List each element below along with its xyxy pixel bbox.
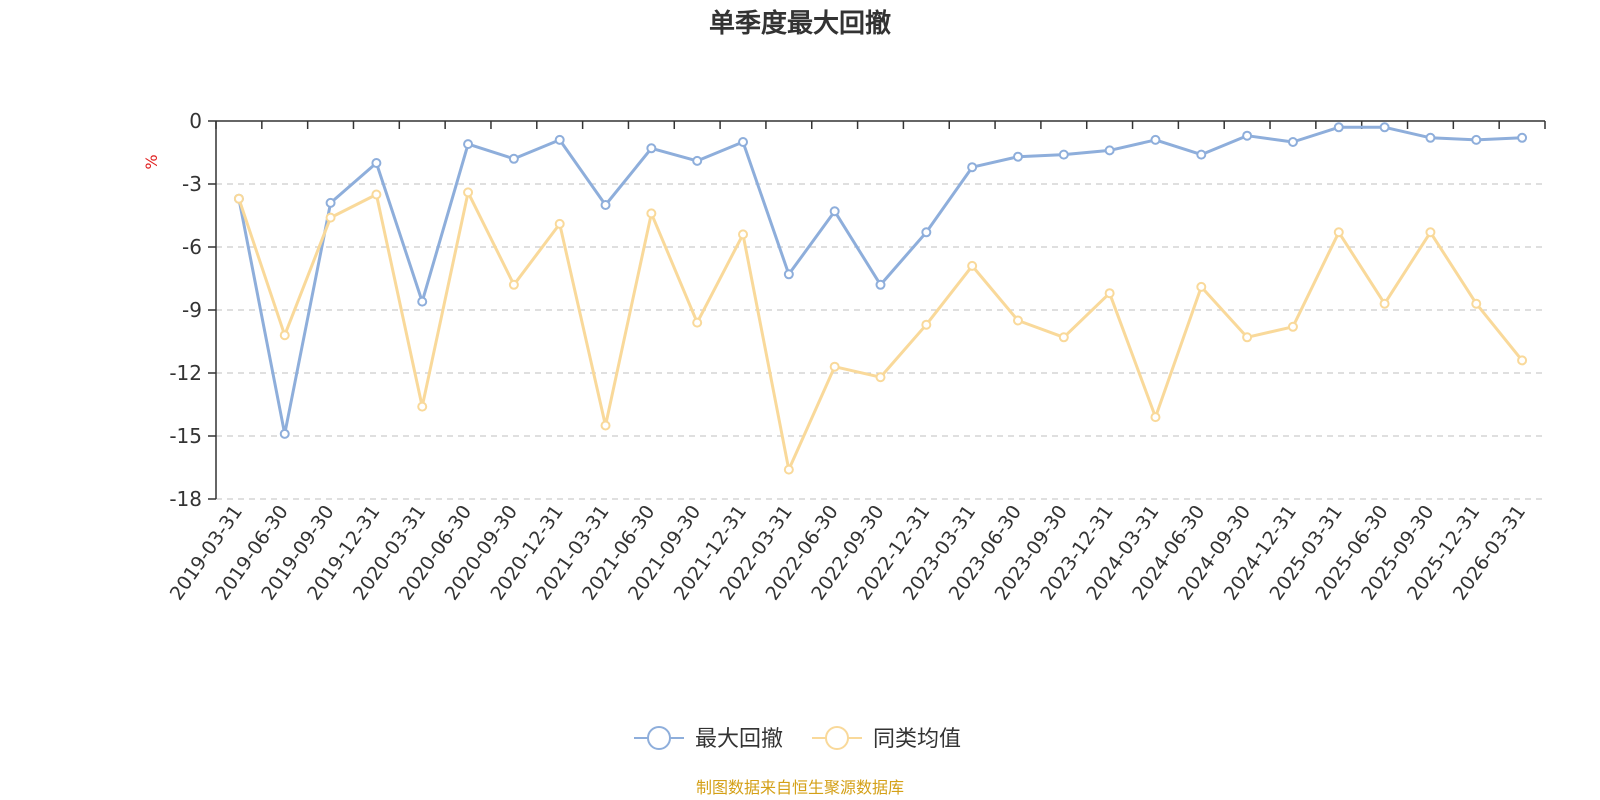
data-point[interactable] xyxy=(1425,227,1436,238)
data-point[interactable] xyxy=(1104,288,1115,299)
y-axis-unit-label: % xyxy=(142,154,161,169)
data-point[interactable] xyxy=(1471,298,1482,309)
x-tick-labels: 2019-03-312019-06-302019-09-302019-12-31… xyxy=(166,501,1531,604)
data-point[interactable] xyxy=(463,187,474,198)
data-point[interactable] xyxy=(1517,132,1528,143)
data-point[interactable] xyxy=(738,229,749,240)
data-point[interactable] xyxy=(875,372,886,383)
data-point[interactable] xyxy=(967,260,978,271)
data-point[interactable] xyxy=(646,143,657,154)
legend-marker xyxy=(825,726,849,750)
data-point[interactable] xyxy=(1058,332,1069,343)
y-tick-labels: 0 -3 -6 -9 -12 -15 -18 xyxy=(169,109,202,511)
data-point[interactable] xyxy=(1012,315,1023,326)
data-point[interactable] xyxy=(463,139,474,150)
y-tick-label: -18 xyxy=(169,487,202,511)
data-point[interactable] xyxy=(1104,145,1115,156)
data-point[interactable] xyxy=(1242,130,1253,141)
grid-lines xyxy=(216,183,1545,500)
data-point[interactable] xyxy=(325,212,336,223)
legend-label: 最大回撤 xyxy=(695,727,783,752)
data-point[interactable] xyxy=(1242,332,1253,343)
series-group xyxy=(233,187,1528,475)
data-point[interactable] xyxy=(1012,151,1023,162)
data-point[interactable] xyxy=(921,227,932,238)
data-point[interactable] xyxy=(1425,132,1436,143)
data-point[interactable] xyxy=(508,153,519,164)
data-point[interactable] xyxy=(279,330,290,341)
y-tick-label: -12 xyxy=(169,361,202,385)
data-point[interactable] xyxy=(692,317,703,328)
data-source-note: 制图数据来自恒生聚源数据库 xyxy=(696,778,904,797)
data-point[interactable] xyxy=(1058,149,1069,160)
y-tick-label: -6 xyxy=(182,235,202,259)
data-point[interactable] xyxy=(921,319,932,330)
data-point[interactable] xyxy=(417,296,428,307)
data-point[interactable] xyxy=(1333,227,1344,238)
y-tick-label: -9 xyxy=(182,298,202,322)
data-point[interactable] xyxy=(600,420,611,431)
legend-marker xyxy=(647,726,671,750)
y-tick-label: -3 xyxy=(182,172,202,196)
data-point[interactable] xyxy=(371,158,382,168)
series-line xyxy=(237,190,1524,472)
y-tick-label: -15 xyxy=(169,424,202,448)
series-lines xyxy=(233,122,1528,475)
data-point[interactable] xyxy=(1471,134,1482,145)
data-point[interactable] xyxy=(1379,298,1390,309)
data-point[interactable] xyxy=(829,361,840,372)
data-point[interactable] xyxy=(1333,122,1344,133)
data-point[interactable] xyxy=(1150,134,1161,145)
legend-item[interactable]: 最大回撤 xyxy=(634,726,783,752)
data-point[interactable] xyxy=(233,193,244,204)
data-point[interactable] xyxy=(417,401,428,412)
data-point[interactable] xyxy=(783,269,794,280)
data-point[interactable] xyxy=(1287,137,1298,147)
data-point[interactable] xyxy=(1196,149,1207,160)
y-tick-label: 0 xyxy=(189,109,202,133)
legend-label: 同类均值 xyxy=(873,727,961,752)
data-point[interactable] xyxy=(554,134,565,145)
data-point[interactable] xyxy=(646,208,657,219)
data-point[interactable] xyxy=(1517,355,1528,366)
chart-title: 单季度最大回撤 xyxy=(709,8,891,39)
data-point[interactable] xyxy=(600,200,611,210)
data-point[interactable] xyxy=(1379,122,1390,133)
data-point[interactable] xyxy=(967,162,978,173)
data-point[interactable] xyxy=(325,197,336,208)
data-point[interactable] xyxy=(1287,321,1298,332)
legend: 最大回撤 同类均值 xyxy=(634,726,961,752)
data-point[interactable] xyxy=(875,279,886,290)
legend-item[interactable]: 同类均值 xyxy=(812,726,961,752)
data-point[interactable] xyxy=(692,155,703,166)
data-point[interactable] xyxy=(1150,412,1161,423)
data-point[interactable] xyxy=(371,189,382,200)
data-point[interactable] xyxy=(279,428,290,439)
data-point[interactable] xyxy=(829,206,840,217)
data-point[interactable] xyxy=(1196,281,1207,292)
series-group xyxy=(233,122,1528,439)
data-point[interactable] xyxy=(508,279,519,290)
data-point[interactable] xyxy=(554,218,565,229)
data-point[interactable] xyxy=(783,464,794,475)
data-point[interactable] xyxy=(738,137,749,147)
